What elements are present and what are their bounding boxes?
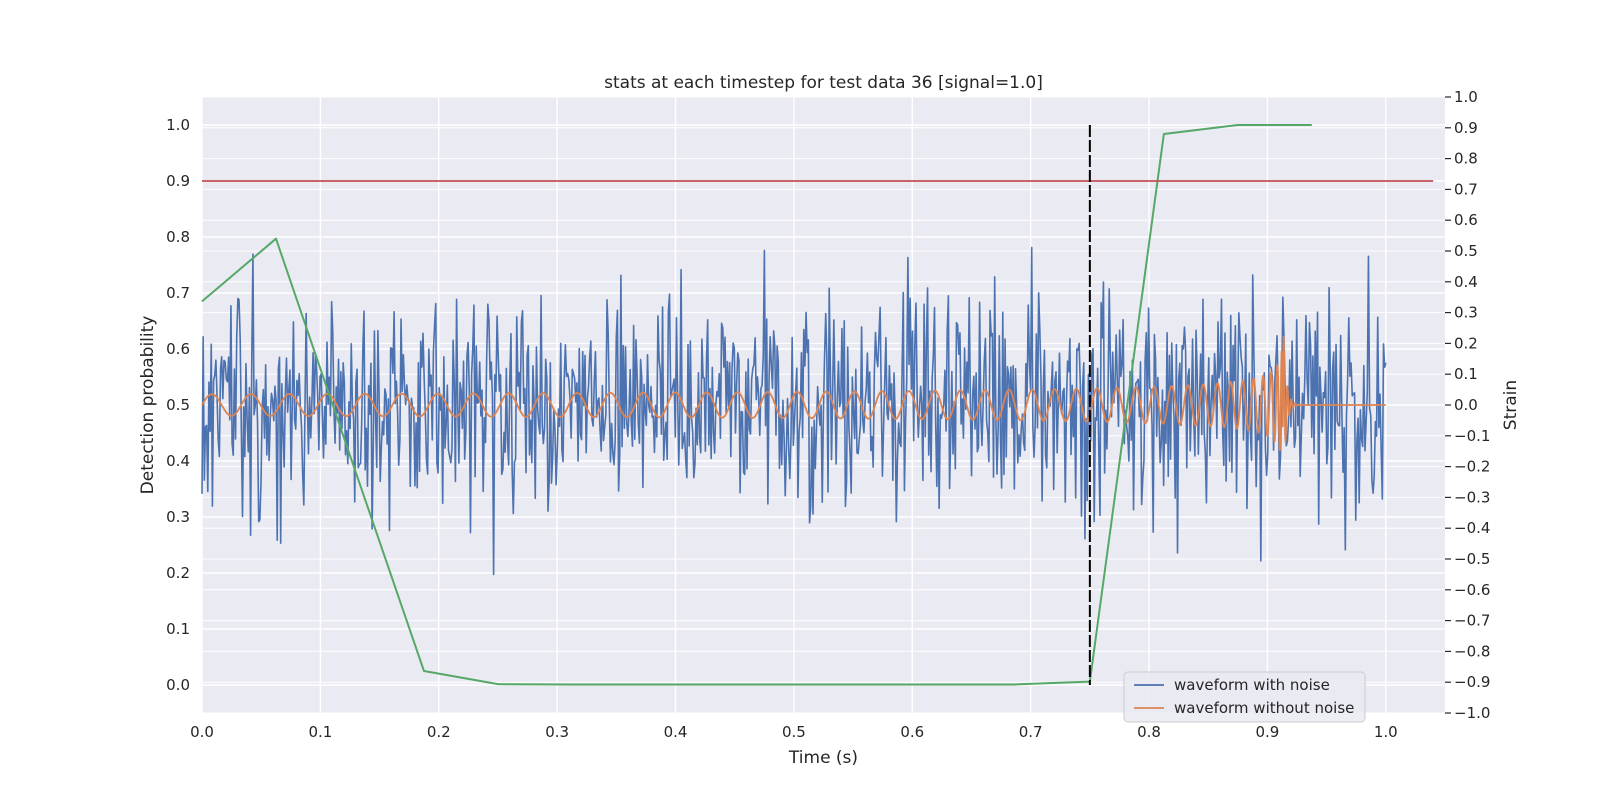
y2-tick-label-8: −0.2	[1454, 458, 1490, 476]
legend: waveform with noise waveform without noi…	[1123, 671, 1366, 723]
series-layer	[201, 124, 1434, 686]
y2-axis-label: Strain	[1501, 380, 1521, 430]
y-tick-label-1: 0.1	[166, 620, 190, 638]
y2-tick-label-19: 0.9	[1454, 119, 1478, 137]
y-tick-label-4: 0.4	[166, 452, 190, 470]
y2-tick-label-12: 0.2	[1454, 334, 1478, 352]
y-tick-label-6: 0.6	[166, 340, 190, 358]
y2-tick-label-0: −1.0	[1454, 704, 1490, 722]
y2-tick-label-10: 0.0	[1454, 396, 1478, 414]
y2-tick-label-4: −0.6	[1454, 581, 1490, 599]
legend-label-noise: waveform with noise	[1174, 676, 1330, 694]
y-tick-label-3: 0.3	[166, 508, 190, 526]
y2-tick-label-3: −0.7	[1454, 612, 1490, 630]
y2-tick-label-13: 0.3	[1454, 304, 1478, 322]
legend-box	[1123, 671, 1366, 723]
x-tick-label-9: 0.9	[1255, 723, 1279, 741]
y2-tick-label-6: −0.4	[1454, 519, 1490, 537]
x-tick-label-0: 0.0	[190, 723, 214, 741]
y-tick-label-2: 0.2	[166, 564, 190, 582]
y2-tick-label-5: −0.5	[1454, 550, 1490, 568]
x-tick-label-4: 0.4	[664, 723, 688, 741]
y2-tick-label-7: −0.3	[1454, 488, 1490, 506]
x-tick-label-8: 0.8	[1137, 723, 1161, 741]
series-line-noise	[201, 246, 1387, 576]
x-tick-label-5: 0.5	[782, 723, 806, 741]
y2-tick-label-20: 1.0	[1454, 88, 1478, 106]
x-tick-label-10: 1.0	[1374, 723, 1398, 741]
y-tick-label-10: 1.0	[166, 116, 190, 134]
y2-tick-label-14: 0.4	[1454, 273, 1478, 291]
chart-title: stats at each timestep for test data 36 …	[604, 73, 1043, 93]
y2-tick-label-17: 0.7	[1454, 180, 1478, 198]
x-tick-label-6: 0.6	[900, 723, 924, 741]
y-tick-label-9: 0.9	[166, 172, 190, 190]
x-tick-label-7: 0.7	[1019, 723, 1043, 741]
x-axis-label: Time (s)	[788, 748, 858, 768]
y2-tick-label-18: 0.8	[1454, 150, 1478, 168]
y2-tick-label-1: −0.9	[1454, 673, 1490, 691]
y2-tick-label-15: 0.5	[1454, 242, 1478, 260]
series-line-clean	[201, 335, 1387, 451]
y-tick-label-0: 0.0	[166, 676, 190, 694]
y2-tick-label-9: −0.1	[1454, 427, 1490, 445]
y-tick-label-7: 0.7	[166, 284, 190, 302]
y2-tick-label-11: 0.1	[1454, 365, 1478, 383]
x-tick-label-3: 0.3	[545, 723, 569, 741]
legend-label-clean: waveform without noise	[1174, 699, 1354, 717]
y-tick-label-8: 0.8	[166, 228, 190, 246]
axes: 0.0 0.1 0.2 0.3 0.4 0.5 0.6 0.7 0.8 0.9 1.0 0.0 0.1 0…	[166, 88, 1490, 741]
y-tick-label-5: 0.5	[166, 396, 190, 414]
x-tick-label-2: 0.2	[427, 723, 451, 741]
series-line-detection	[201, 124, 1312, 686]
y2-tick-label-2: −0.8	[1454, 642, 1490, 660]
x-tick-label-1: 0.1	[308, 723, 332, 741]
y-axis-label: Detection probability	[138, 316, 158, 495]
y2-tick-label-16: 0.6	[1454, 211, 1478, 229]
